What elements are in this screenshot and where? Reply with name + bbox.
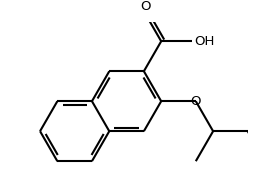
Text: O: O [191,95,201,108]
Text: O: O [140,0,151,13]
Text: OH: OH [194,35,214,48]
